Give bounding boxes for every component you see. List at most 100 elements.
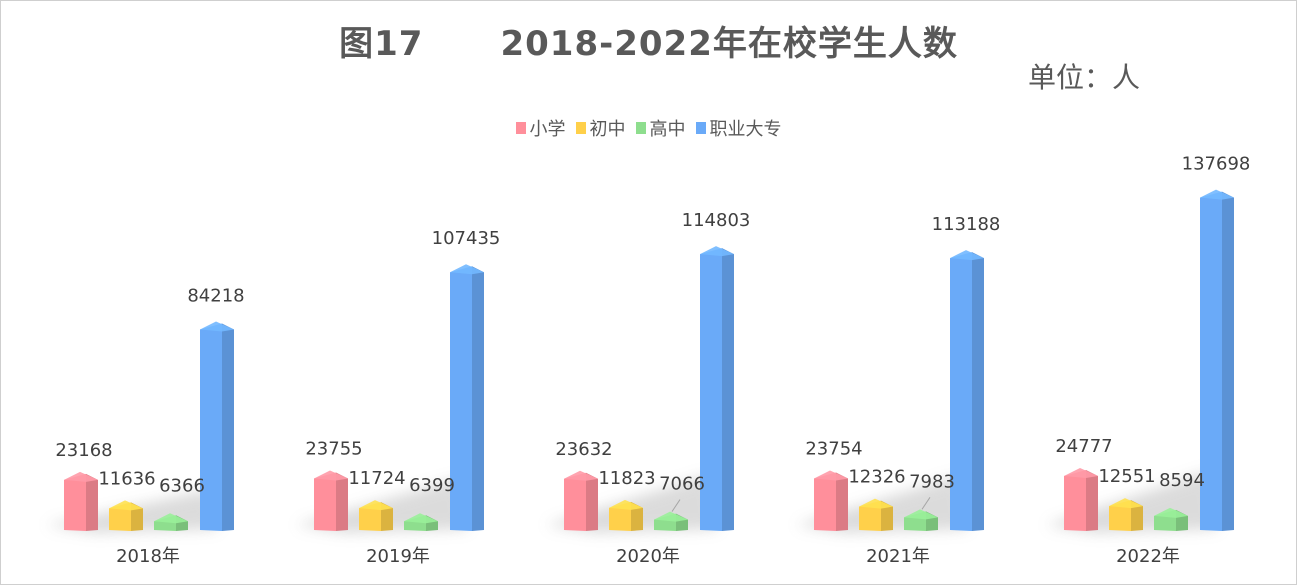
value-label-vocational: 114803 — [682, 210, 751, 231]
bar-front — [450, 266, 472, 531]
bar-top — [200, 321, 234, 332]
value-label-senior: 8594 — [1159, 470, 1205, 491]
bar-top — [154, 513, 188, 524]
bar-vocational — [950, 250, 984, 531]
bar-side — [881, 500, 893, 531]
bar-top — [1064, 467, 1098, 478]
value-label-vocational: 113188 — [932, 214, 1001, 235]
x-tick-label: 2022年 — [1116, 546, 1180, 567]
value-label-vocational: 107435 — [432, 228, 501, 249]
bar-side — [86, 473, 98, 531]
bar-top — [814, 470, 848, 481]
bars — [64, 189, 1234, 532]
bar-top — [859, 498, 893, 509]
bar-top — [64, 471, 98, 482]
legend-swatch-vocational — [695, 122, 706, 134]
bar-top — [904, 509, 938, 520]
x-tick-label: 2020年 — [616, 546, 680, 567]
bar-junior — [1109, 498, 1143, 531]
bar-primary — [64, 471, 98, 531]
bar-front — [950, 252, 972, 531]
bar-senior — [654, 511, 688, 531]
value-label-vocational: 84218 — [187, 285, 244, 306]
legend-label-vocational: 职业大专 — [709, 119, 782, 140]
bar-top — [1154, 507, 1188, 518]
legend-item-vocational: 职业大专 — [695, 115, 782, 141]
chart-title: 图17 2018-2022年在校学生人数 — [339, 24, 958, 64]
bar-side — [836, 472, 848, 531]
legend-swatch-senior — [635, 122, 646, 134]
bar-side — [336, 472, 348, 531]
bar-primary — [314, 470, 348, 531]
bar-side — [1086, 469, 1098, 531]
value-label-senior: 7066 — [659, 474, 705, 495]
bar-top — [609, 499, 643, 510]
bar-top — [314, 470, 348, 481]
value-label-senior: 7983 — [909, 471, 955, 492]
bar-front — [314, 472, 336, 531]
bar-junior — [859, 498, 893, 531]
x-tick-label: 2019年 — [366, 546, 430, 567]
bar-senior — [404, 513, 438, 531]
bar-side — [472, 266, 484, 531]
value-label-primary: 23632 — [555, 439, 612, 460]
value-label-vocational: 137698 — [1182, 154, 1251, 175]
value-label-junior: 11636 — [98, 468, 155, 489]
bar-primary — [1064, 467, 1098, 531]
bar-top — [1200, 189, 1234, 200]
value-label-junior: 11724 — [348, 468, 405, 489]
value-label-primary: 23754 — [805, 438, 862, 459]
bar-front — [1200, 191, 1222, 531]
x-tick-label: 2021年 — [866, 546, 930, 567]
value-label-primary: 23755 — [305, 438, 362, 459]
legend-label-primary: 小学 — [529, 119, 566, 140]
bar-front — [700, 248, 722, 532]
bar-side — [1131, 500, 1143, 531]
unit-label: 单位：人 — [1028, 61, 1141, 94]
bar-junior — [109, 500, 143, 531]
legend-swatch-junior — [575, 122, 586, 134]
value-labels: 23168 11636 6366 84218 23755 11724 6399 107435 2… — [55, 154, 1250, 512]
bar-top — [109, 500, 143, 511]
bar-junior — [359, 500, 393, 531]
legend-label-junior: 初中 — [589, 119, 626, 140]
bar-vocational — [200, 321, 234, 531]
bar-senior — [154, 513, 188, 531]
bar-top — [564, 470, 598, 481]
bar-side — [222, 323, 234, 531]
bar-front — [859, 500, 881, 531]
bar-vocational — [450, 264, 484, 531]
x-axis-labels: 2018年 2019年 2020年 2021年 2022年 — [116, 546, 1180, 567]
bar-vocational — [1200, 189, 1234, 531]
label-leader-line — [671, 499, 681, 512]
legend-item-senior: 高中 — [635, 115, 686, 141]
value-label-senior: 6399 — [409, 475, 455, 496]
bar-front — [200, 323, 222, 531]
legend-item-junior: 初中 — [575, 115, 626, 141]
bar-front — [1064, 469, 1086, 531]
value-label-primary: 24777 — [1055, 436, 1112, 457]
value-label-junior: 12551 — [1098, 466, 1155, 487]
bar-top — [359, 500, 393, 511]
bar-top — [404, 513, 438, 524]
bar-vocational — [700, 246, 734, 532]
bar-top — [450, 264, 484, 275]
bar-primary — [564, 470, 598, 531]
value-label-junior: 12326 — [848, 467, 905, 488]
bar-senior — [1154, 507, 1188, 531]
bar-junior — [609, 499, 643, 531]
bar-top — [1109, 498, 1143, 509]
bar-top — [950, 250, 984, 261]
legend-item-primary: 小学 — [515, 115, 566, 141]
legend-label-senior: 高中 — [649, 119, 686, 140]
bar-side — [972, 252, 984, 531]
bar-top — [700, 246, 734, 257]
bar-front — [1109, 500, 1131, 531]
bar-front — [64, 473, 86, 531]
x-tick-label: 2018年 — [116, 546, 180, 567]
value-label-senior: 6366 — [159, 475, 205, 496]
bar-side — [722, 248, 734, 532]
bar-primary — [814, 470, 848, 531]
value-label-primary: 23168 — [55, 440, 112, 461]
